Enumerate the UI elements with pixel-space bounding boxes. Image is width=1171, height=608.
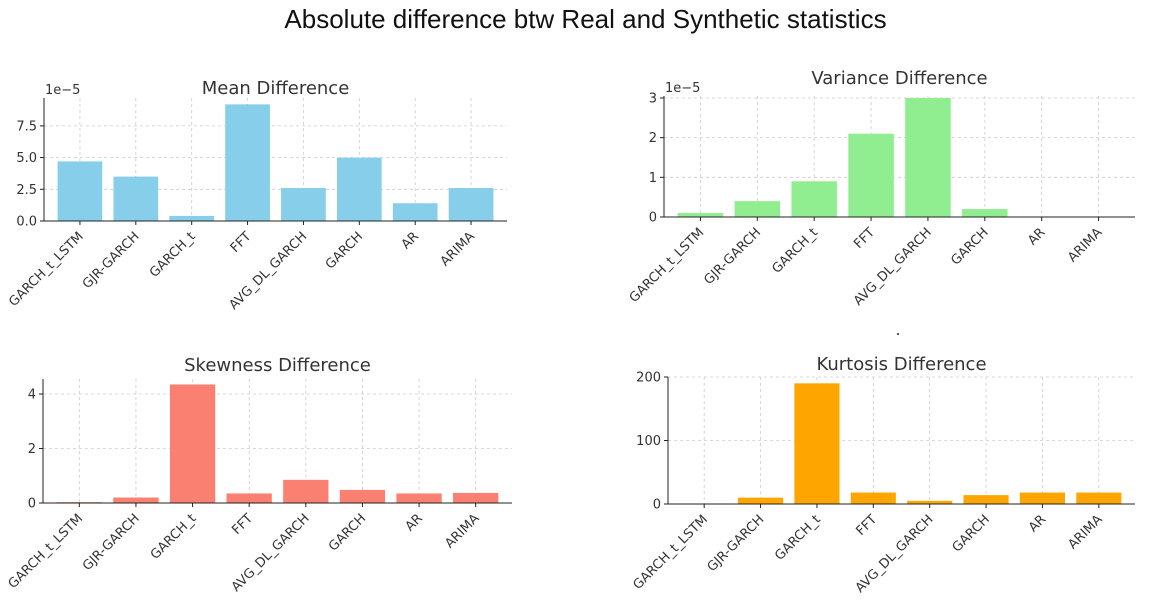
x-tick-label: AR	[1026, 512, 1049, 535]
bar	[281, 188, 326, 221]
bar	[283, 479, 329, 503]
bar	[794, 383, 840, 504]
bar	[113, 497, 159, 503]
bar	[57, 161, 103, 221]
x-tick-label: GARCH_t_LSTM	[6, 229, 87, 310]
x-tick-label: FFT	[854, 512, 881, 539]
bar	[850, 492, 896, 504]
chart-title: Kurtosis Difference	[816, 354, 986, 375]
x-tick-label: GARCH_t	[148, 511, 199, 562]
x-tick-label: GARCH	[948, 225, 991, 268]
bar	[907, 500, 953, 504]
y-tick-label: 2	[28, 442, 36, 457]
x-tick-label: GARCH_t	[147, 229, 198, 280]
x-tick-label: GARCH	[326, 511, 369, 554]
bar	[848, 133, 894, 217]
y-tick-label: 0	[28, 497, 36, 512]
y-tick-label: 5.0	[16, 151, 37, 166]
x-tick-label: GJR-GARCH	[701, 225, 764, 288]
bar	[392, 203, 438, 221]
bar	[905, 97, 951, 217]
x-tick-label: GARCH_t	[770, 225, 821, 276]
x-tick-label: AR	[1025, 225, 1048, 248]
bar	[226, 493, 272, 503]
x-tick-label: GARCH_t	[772, 512, 823, 563]
bar	[169, 384, 216, 503]
bar	[962, 209, 1008, 217]
x-tick-label: GARCH_t_LSTM	[627, 225, 708, 306]
x-tick-label: GJR-GARCH	[80, 229, 143, 292]
x-tick-label: FFT	[851, 225, 878, 252]
bar	[734, 201, 781, 217]
y-tick-label: 2.5	[16, 183, 37, 198]
bar	[791, 181, 837, 217]
bar	[1019, 492, 1065, 504]
y-tick-label: 0	[649, 211, 657, 226]
bar	[113, 176, 159, 221]
scale-offset-label: 1e−5	[665, 81, 700, 96]
stray-dot	[897, 333, 899, 335]
x-tick-label: ARIMA	[442, 511, 482, 551]
x-tick-label: GJR-GARCH	[705, 512, 768, 575]
y-tick-label: 1	[649, 171, 657, 186]
x-tick-label: ARIMA	[1065, 225, 1105, 265]
bar	[1076, 492, 1122, 504]
bar	[453, 492, 499, 503]
y-tick-label: 200	[636, 371, 661, 386]
y-tick-label: 7.5	[16, 119, 37, 134]
y-tick-label: 100	[636, 434, 661, 449]
bar	[336, 157, 382, 221]
x-tick-label: ARIMA	[1065, 512, 1105, 552]
x-tick-label: GARCH_t_LSTM	[630, 512, 711, 593]
bar	[169, 215, 215, 221]
figure-title: Absolute difference btw Real and Synthet…	[284, 4, 887, 34]
bar	[963, 495, 1009, 504]
x-tick-label: GARCH_t_LSTM	[6, 511, 87, 592]
chart-title: Skewness Difference	[184, 355, 371, 376]
chart-title: Variance Difference	[811, 68, 987, 89]
x-tick-label: GARCH	[323, 229, 366, 272]
bar	[677, 213, 724, 217]
y-tick-label: 4	[28, 387, 36, 402]
bar	[448, 188, 494, 221]
bar	[339, 489, 386, 503]
x-tick-label: GARCH	[950, 512, 993, 555]
chart-title: Mean Difference	[202, 78, 350, 99]
scale-offset-label: 1e−5	[45, 83, 80, 98]
y-tick-label: 2	[649, 131, 657, 146]
x-tick-label: FFT	[229, 511, 256, 538]
bar	[738, 497, 784, 504]
y-tick-label: 0.0	[16, 215, 37, 230]
x-tick-label: AR	[403, 511, 426, 534]
bar	[396, 493, 442, 503]
x-tick-label: ARIMA	[438, 229, 478, 269]
y-tick-label: 0	[653, 498, 661, 513]
x-tick-label: GJR-GARCH	[80, 511, 143, 574]
x-tick-label: AR	[399, 229, 422, 252]
x-tick-label: FFT	[228, 229, 255, 256]
y-tick-label: 3	[649, 91, 657, 106]
bar	[225, 104, 270, 221]
